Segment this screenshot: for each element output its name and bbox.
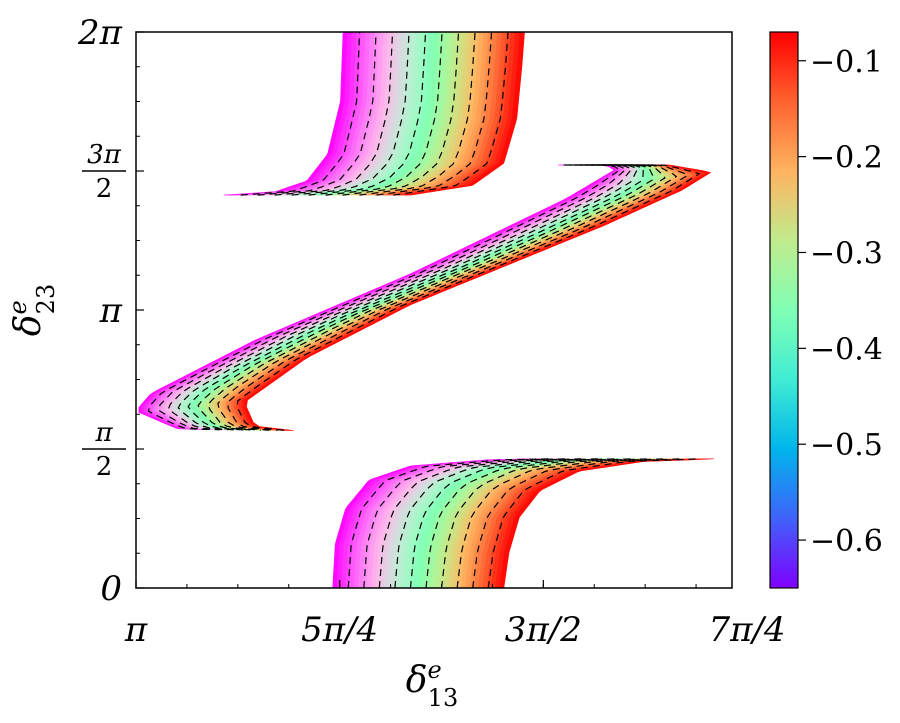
contour-line: [257, 32, 377, 196]
region-middle-branch: [138, 164, 712, 432]
colorbar-tick-label: −0.1: [810, 45, 883, 80]
x-tick-label: 3π/2: [505, 610, 582, 650]
contour-line: [227, 164, 689, 431]
contour-line: [291, 32, 410, 196]
contour-line: [240, 32, 361, 196]
colorbar-tick-label: −0.3: [810, 236, 883, 271]
plot-area: [138, 32, 714, 588]
contour-line: [342, 32, 460, 196]
contour-line: [167, 164, 633, 431]
color-band: [243, 164, 712, 431]
contour-line: [217, 164, 678, 431]
y-tick-label-denominator: 2: [96, 174, 113, 204]
y-tick-label-denominator: 2: [96, 452, 113, 482]
contour-line: [376, 32, 493, 196]
contour-line: [157, 164, 627, 431]
contour-line: [187, 164, 644, 431]
region-upper-branch: [223, 32, 525, 196]
colorbar-tick-label: −0.6: [810, 524, 883, 559]
y-tick-label-numerator: π: [94, 418, 113, 448]
y-tick-label: 0: [100, 569, 122, 609]
y-tick-label-numerator: 3π: [87, 140, 122, 170]
contour-line: [177, 164, 639, 431]
contour-line: [147, 164, 622, 431]
contour-line: [325, 32, 443, 196]
x-tick-label: 5π/4: [301, 610, 378, 650]
colorbar-tick-label: −0.5: [810, 428, 883, 463]
colorbar-ticks: −0.1 −0.2 −0.3 −0.4 −0.5 −0.6: [798, 45, 883, 559]
region-lower-branch: [332, 458, 714, 588]
x-axis-label: δe 13: [406, 656, 458, 712]
colorbar-gradient: [770, 32, 798, 588]
colorbar-frame: [769, 31, 799, 589]
contour-line: [393, 32, 509, 196]
y-tick-label: π: [99, 291, 123, 331]
contour-line: [359, 32, 476, 196]
contour-line: [207, 164, 666, 431]
contour-line: [197, 164, 655, 431]
colorbar-tick-label: −0.2: [810, 141, 883, 176]
colorbar: −0.1 −0.2 −0.3 −0.4 −0.5 −0.6: [769, 31, 883, 589]
x-tick-label: π: [124, 610, 148, 650]
x-tick-label: 7π/4: [708, 610, 785, 650]
x-axis: π 5π/4 3π/2 7π/4: [124, 580, 786, 650]
contour-line: [308, 32, 427, 196]
y-axis-label: δe23: [4, 284, 60, 336]
contour-line: [274, 32, 394, 196]
color-band: [499, 458, 714, 588]
y-tick-label: 2π: [77, 13, 123, 53]
colorbar-tick-label: −0.4: [810, 332, 883, 367]
